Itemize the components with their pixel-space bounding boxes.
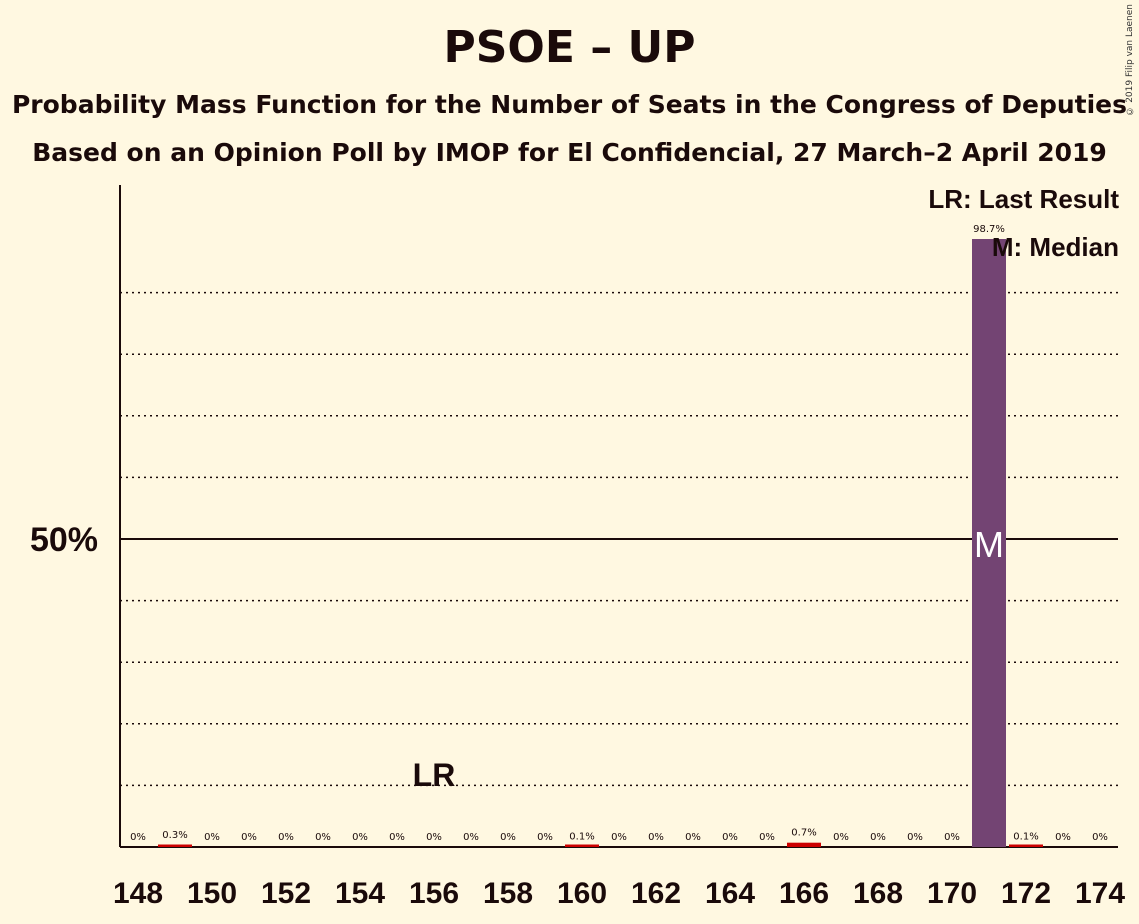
data-label: 0.7%	[791, 828, 816, 839]
x-tick-label: 158	[483, 877, 533, 910]
data-label: 0%	[759, 832, 775, 843]
data-label: 0%	[1092, 832, 1108, 843]
data-label: 0.3%	[162, 830, 187, 841]
bar	[158, 844, 192, 847]
data-label: 0%	[685, 832, 701, 843]
data-label: 0%	[352, 832, 368, 843]
x-tick-label: 150	[187, 877, 237, 910]
data-label: 0%	[833, 832, 849, 843]
legend-last-result: LR: Last Result	[928, 184, 1119, 214]
data-label: 0%	[944, 832, 960, 843]
chart-title: PSOE – UP	[443, 22, 696, 73]
data-label: 0%	[241, 832, 257, 843]
x-tick-label: 152	[261, 877, 311, 910]
bar	[1009, 844, 1043, 847]
data-label: 0%	[537, 832, 553, 843]
data-label: 0%	[426, 832, 442, 843]
data-label: 0%	[722, 832, 738, 843]
bar	[565, 844, 599, 847]
median-marker: M	[974, 524, 1004, 565]
data-label: 0%	[463, 832, 479, 843]
chart-source: Based on an Opinion Poll by IMOP for El …	[32, 138, 1107, 167]
chart-subtitle: Probability Mass Function for the Number…	[11, 90, 1128, 119]
last-result-marker: LR	[413, 757, 456, 793]
bar	[972, 239, 1006, 847]
data-label: 0%	[611, 832, 627, 843]
data-label: 0%	[389, 832, 405, 843]
x-tick-label: 164	[705, 877, 755, 910]
data-label: 0%	[204, 832, 220, 843]
data-label: 0.1%	[1013, 831, 1038, 842]
bar	[787, 842, 821, 847]
x-tick-label: 160	[557, 877, 607, 910]
data-label: 98.7%	[973, 224, 1005, 235]
data-label: 0%	[278, 832, 294, 843]
data-label: 0%	[500, 832, 516, 843]
x-tick-label: 156	[409, 877, 459, 910]
x-tick-label: 154	[335, 877, 385, 910]
data-label: 0.1%	[569, 831, 594, 842]
data-label: 0%	[870, 832, 886, 843]
x-tick-label: 148	[113, 877, 163, 910]
data-label: 0%	[907, 832, 923, 843]
x-tick-label: 162	[631, 877, 681, 910]
x-tick-label: 170	[927, 877, 977, 910]
x-tick-label: 168	[853, 877, 903, 910]
data-label: 0%	[648, 832, 664, 843]
x-tick-label: 174	[1075, 877, 1125, 910]
y-tick-label: 50%	[30, 521, 98, 559]
legend-median: M: Median	[991, 232, 1119, 262]
data-label: 0%	[315, 832, 331, 843]
data-label: 0%	[130, 832, 146, 843]
x-tick-label: 172	[1001, 877, 1051, 910]
data-label: 0%	[1055, 832, 1071, 843]
x-tick-label: 166	[779, 877, 829, 910]
